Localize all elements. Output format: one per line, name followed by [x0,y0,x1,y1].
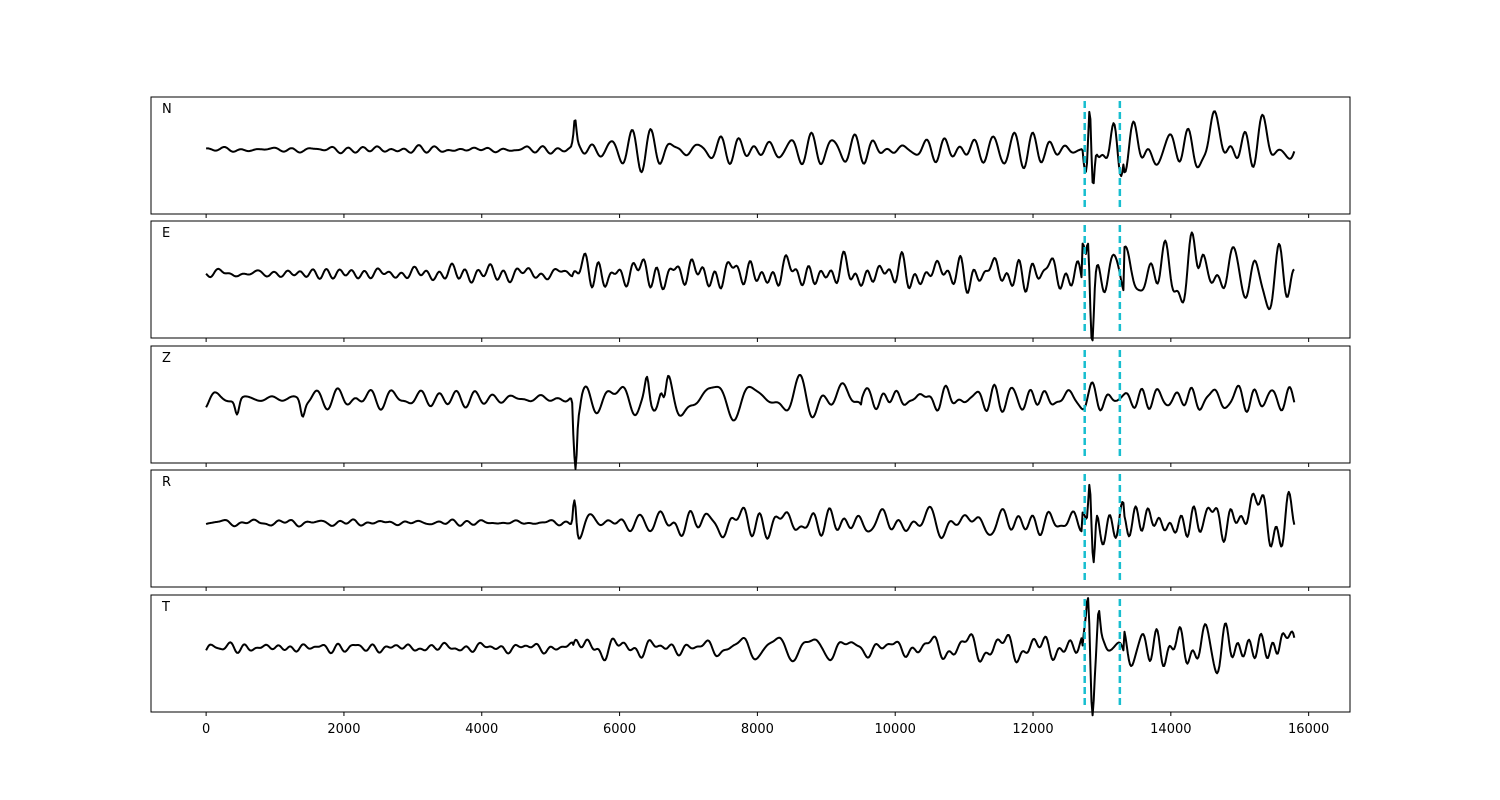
x-tick-label: 16000 [1288,722,1329,737]
panel-frame [150,345,1351,464]
channel-label: R [162,475,171,490]
x-tick-label: 14000 [1150,722,1191,737]
channel-panel-z: Z [150,345,1351,470]
channel-panel-e: E [150,220,1351,342]
x-tick-label: 0 [202,722,210,737]
channel-panels: N E Z R T [150,96,1351,717]
channel-panel-r: R [150,469,1351,591]
x-tick-label: 4000 [465,722,498,737]
x-tick-label: 12000 [1012,722,1053,737]
channel-label: E [162,226,170,241]
x-tick-label: 10000 [875,722,916,737]
channel-panel-t: T [150,594,1351,717]
waveform-line [205,597,1296,717]
panel-frame [150,469,1351,588]
x-tick-label: 2000 [327,722,360,737]
panel-frame [150,220,1351,339]
x-tick-label: 6000 [603,722,636,737]
channel-label: N [162,102,172,117]
x-tick-label: 8000 [741,722,774,737]
waveform-line [206,110,1296,185]
channel-label: T [161,600,170,615]
waveform-line [205,374,1296,470]
channel-panel-n: N [150,96,1351,218]
x-axis: 0 2000 4000 6000 8000 10000 12000 14000 16000 [202,722,1329,737]
waveform-line [205,231,1295,342]
waveform-line [205,483,1296,564]
panel-frame [150,96,1351,215]
channel-label: Z [162,351,171,366]
